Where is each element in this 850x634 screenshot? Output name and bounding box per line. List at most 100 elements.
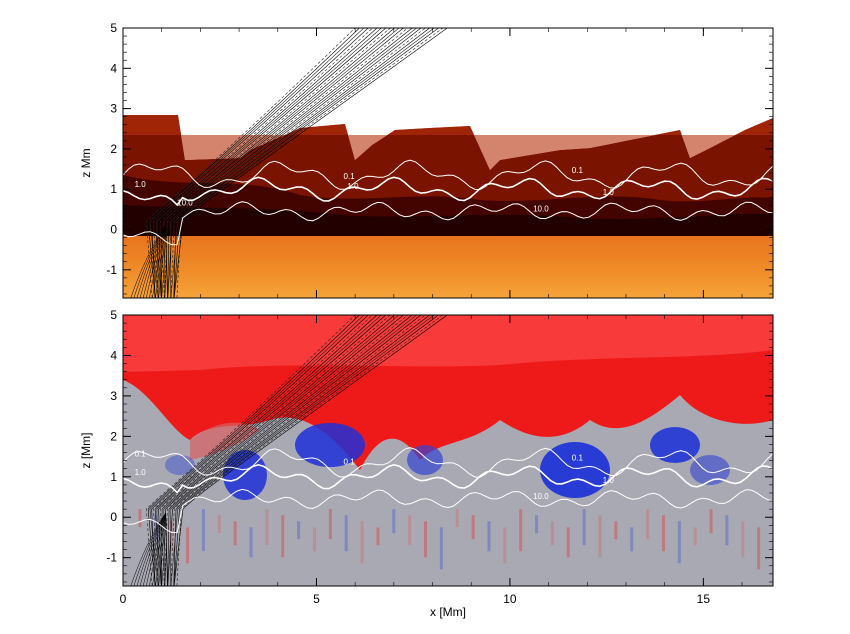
field-lines-bottom	[130, 315, 448, 586]
velocity-streak	[646, 509, 650, 540]
field-line	[176, 315, 444, 586]
ytick-label: 2	[110, 142, 117, 156]
velocity-streak	[519, 509, 523, 552]
contour-label: 10.0	[533, 204, 549, 213]
contours-top	[123, 159, 773, 246]
field-line	[153, 315, 374, 586]
velocity-streak	[297, 521, 301, 540]
field-line	[170, 315, 435, 586]
field-line-footpoint	[158, 225, 166, 298]
field-line-footpoint	[164, 513, 167, 586]
velocity-streak	[344, 515, 348, 552]
positive-velocity-regions	[123, 315, 773, 470]
field-lines-top	[130, 28, 448, 298]
field-line-footpoint	[139, 513, 166, 586]
contour-labels-top: 1.00.11.010.00.11.010.0	[135, 166, 615, 213]
field-line-footpoint	[130, 225, 166, 298]
velocity-streak	[550, 521, 554, 546]
bottom-panel: 0.1 1.0 0.1 1.0 10.0 0.1	[123, 315, 773, 586]
contour-1.0	[123, 176, 773, 207]
velocity-streak	[725, 515, 729, 546]
field-line-footpoint	[155, 513, 166, 586]
velocity-streak	[154, 515, 158, 540]
field-line	[156, 315, 382, 586]
field-line-footpoint	[136, 225, 166, 298]
velocity-streak	[217, 515, 221, 534]
ylabel: z Mm	[79, 148, 93, 177]
contour-10.0	[123, 488, 773, 534]
velocity-streak	[392, 509, 396, 534]
ytick-label: 1	[110, 182, 117, 196]
contour-label: 0.1	[344, 172, 356, 181]
ytick-label: 0	[110, 222, 117, 236]
contour-label: 0.1	[344, 458, 356, 467]
contour-0.1	[123, 447, 773, 478]
contour-label: 1.0	[135, 468, 147, 477]
contour-label: 1.0	[135, 180, 147, 189]
field-line	[156, 28, 382, 298]
contour-0.1	[123, 159, 773, 191]
contour-label: 1.0	[603, 476, 615, 485]
contour-label: 10.0	[177, 198, 193, 207]
field-line	[170, 28, 435, 298]
field-line-footpoint	[142, 225, 166, 298]
velocity-streak	[360, 521, 364, 564]
contour-label: 1.0	[347, 182, 359, 191]
field-line	[146, 28, 356, 298]
xtick-label: 10	[503, 592, 517, 606]
field-line-footpoint	[133, 513, 166, 586]
field-line	[167, 28, 413, 298]
field-line-footpoint	[152, 225, 166, 298]
field-line	[164, 315, 409, 586]
velocity-streak	[741, 521, 745, 558]
field-line-footpoint	[139, 225, 166, 298]
black-layer	[123, 205, 773, 236]
ytick-label: 0	[110, 510, 117, 524]
field-line	[163, 28, 400, 298]
field-line	[173, 315, 431, 586]
velocity-streak	[138, 509, 142, 528]
low-atmosphere-streaks	[138, 509, 761, 570]
velocity-streak	[408, 515, 412, 546]
velocity-streak	[170, 521, 174, 552]
ytick-label: 2	[110, 429, 117, 443]
velocity-streak	[535, 515, 539, 534]
velocity-streak	[471, 515, 475, 540]
photosphere-region	[123, 236, 773, 298]
field-line-footpoint	[136, 513, 166, 586]
field-line-footpoint	[152, 513, 166, 586]
field-line-footpoint	[130, 513, 166, 586]
field-line-footpoint	[145, 225, 166, 298]
field-line	[170, 315, 418, 586]
velocity-streak	[312, 527, 316, 552]
velocity-streak	[186, 527, 190, 564]
field-line	[151, 315, 369, 586]
velocity-streak	[281, 515, 285, 558]
velocity-streak	[709, 509, 713, 534]
velocity-streak	[566, 527, 570, 558]
field-line	[154, 315, 378, 586]
field-line	[151, 28, 369, 298]
contour-label: 0.1	[135, 450, 147, 459]
field-line-footpoint	[155, 225, 166, 298]
contour-labels-bottom: 0.1 1.0 0.1 1.0 10.0 0.1	[135, 450, 615, 501]
xtick-label: 5	[313, 592, 320, 606]
field-line-footpoint	[161, 225, 166, 298]
contour-label: 0.1	[572, 166, 584, 175]
velocity-streak	[455, 509, 459, 528]
upper-rim	[123, 115, 773, 170]
xtick-label: 15	[697, 592, 711, 606]
field-line	[163, 315, 400, 586]
velocity-streak	[757, 527, 761, 570]
contours-bottom	[123, 447, 773, 534]
field-line-footpoint	[145, 513, 166, 586]
velocity-streak	[328, 509, 332, 540]
field-line	[160, 28, 391, 298]
negative-velocity-regions	[165, 423, 730, 500]
top-panel-frame	[122, 27, 774, 299]
velocity-streak	[376, 527, 380, 546]
field-line	[149, 28, 365, 298]
ytick-label: 3	[110, 102, 117, 116]
field-line	[165, 28, 404, 298]
